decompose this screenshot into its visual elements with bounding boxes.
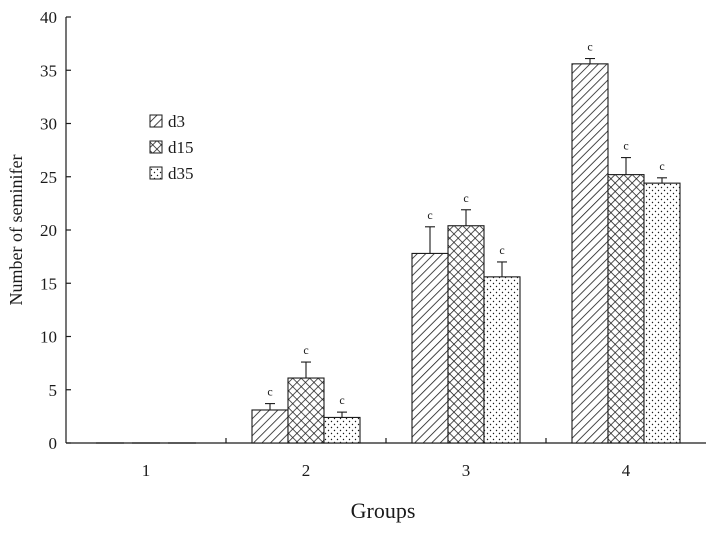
y-tick-label: 0 — [49, 434, 58, 453]
significance-label: c — [427, 208, 432, 222]
y-tick-label: 5 — [49, 381, 58, 400]
bar-d15-group-4 — [607, 174, 645, 444]
significance-label: c — [303, 343, 308, 357]
significance-label: c — [659, 159, 664, 173]
x-tick-label: 2 — [302, 461, 311, 480]
legend: d3 d15 d35 — [149, 112, 194, 183]
legend-swatch-d3 — [149, 114, 163, 128]
x-tick-label: 3 — [462, 461, 471, 480]
y-tick-label: 10 — [40, 328, 57, 347]
significance-label: c — [267, 385, 272, 399]
y-axis-title: Number of seminifer — [6, 155, 26, 306]
legend-label-d15: d15 — [168, 138, 194, 157]
bar-d15-group-2 — [287, 377, 325, 444]
y-ticks: 0 5 10 15 20 25 30 35 40 — [40, 8, 71, 453]
y-tick-label: 30 — [40, 115, 57, 134]
legend-label-d3: d3 — [168, 112, 185, 131]
bars: c c c c c c c c c — [96, 40, 681, 444]
bar-d3-group-4 — [571, 63, 609, 444]
significance-label: c — [587, 40, 592, 54]
x-tick-label: 1 — [142, 461, 151, 480]
bar-d3-group-3 — [411, 252, 449, 444]
y-tick-label: 15 — [40, 274, 57, 293]
significance-label: c — [499, 243, 504, 257]
legend-swatch-d15 — [149, 140, 163, 154]
bar-d3-group-2 — [251, 409, 289, 444]
y-tick-label: 25 — [40, 168, 57, 187]
legend-swatch-d35 — [149, 166, 163, 180]
significance-label: c — [623, 139, 628, 153]
y-tick-label: 20 — [40, 221, 57, 240]
x-ticks: 1 2 3 4 — [142, 438, 631, 480]
bar-d35-group-4 — [643, 182, 681, 444]
bar-d15-group-3 — [447, 225, 485, 444]
x-axis-title: Groups — [351, 498, 416, 523]
x-tick-label: 4 — [622, 461, 631, 480]
bar-d35-group-3 — [483, 276, 521, 444]
y-tick-label: 40 — [40, 8, 57, 27]
y-tick-label: 35 — [40, 61, 57, 80]
legend-label-d35: d35 — [168, 164, 194, 183]
bar-d35-group-2 — [323, 416, 361, 444]
significance-label: c — [339, 393, 344, 407]
significance-label: c — [463, 191, 468, 205]
